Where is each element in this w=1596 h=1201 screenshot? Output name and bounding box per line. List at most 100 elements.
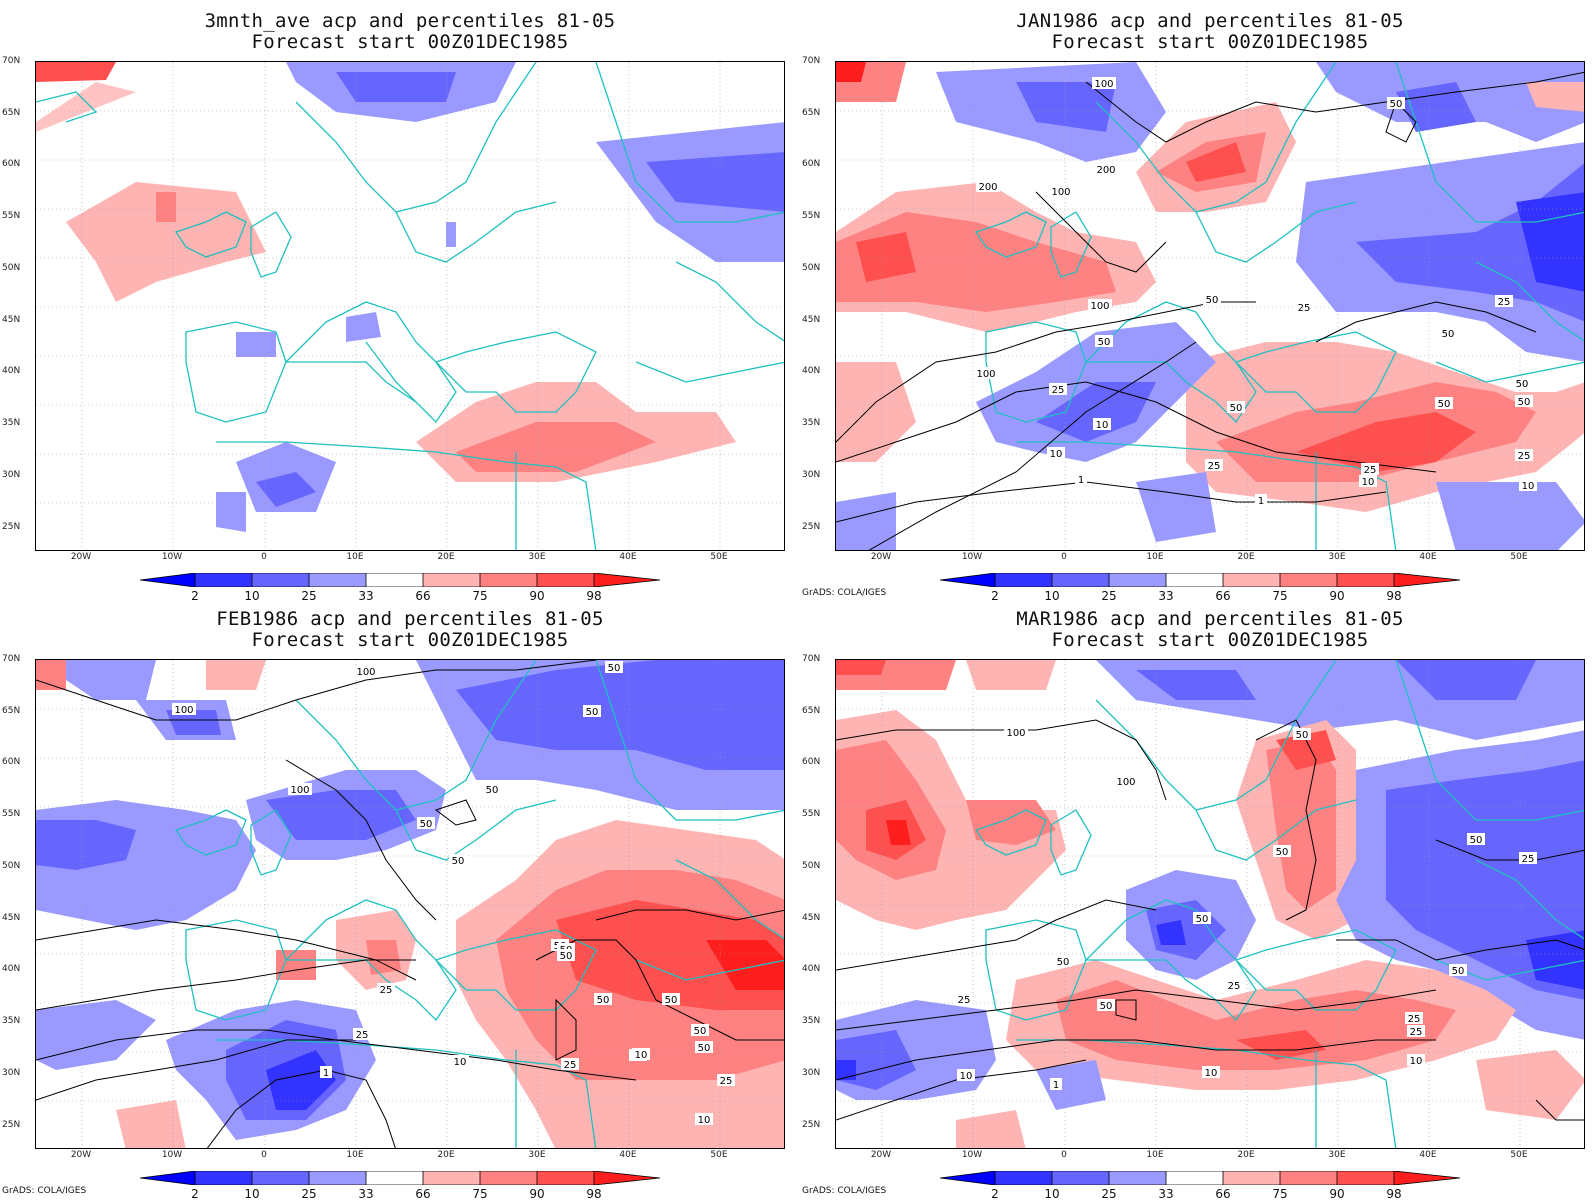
colorbar-label: 33 bbox=[358, 589, 374, 603]
svg-text:50: 50 bbox=[608, 663, 621, 674]
lon-label: 50E bbox=[710, 1150, 728, 1160]
contour-label: 50 bbox=[1435, 397, 1453, 410]
panel-subtitle: Forecast start 00Z01DEC1985 bbox=[251, 629, 569, 651]
svg-text:10: 10 bbox=[1050, 449, 1063, 460]
lon-label: 30E bbox=[1328, 1150, 1346, 1160]
lat-label: 60N bbox=[2, 159, 21, 169]
svg-text:10: 10 bbox=[698, 1115, 711, 1126]
contour-label: 50 bbox=[1097, 999, 1115, 1012]
colorbar-label: 90 bbox=[1329, 589, 1345, 603]
coastlines bbox=[974, 62, 1584, 550]
svg-text:25: 25 bbox=[1364, 465, 1377, 476]
lat-label: 40N bbox=[802, 366, 821, 376]
lat-label: 65N bbox=[802, 706, 821, 716]
contour-label: 50 bbox=[605, 661, 623, 674]
colorbar bbox=[940, 1171, 1460, 1185]
lon-label: 20E bbox=[437, 552, 455, 562]
svg-text:25: 25 bbox=[1228, 981, 1241, 992]
contour-label: 50 bbox=[483, 783, 501, 796]
contour-label: 10 bbox=[451, 1055, 469, 1068]
contour-label: 10 bbox=[1519, 479, 1537, 492]
contour-label: 25 bbox=[1049, 383, 1067, 396]
lon-label: 10E bbox=[346, 552, 364, 562]
contour-label: 200 bbox=[976, 180, 1000, 193]
contour-label: 25 bbox=[1515, 449, 1533, 462]
svg-text:25: 25 bbox=[1522, 854, 1535, 865]
contour-label: 25 bbox=[1225, 979, 1243, 992]
map-svg bbox=[36, 62, 784, 550]
lat-label: 35N bbox=[2, 418, 21, 428]
lat-label: 25N bbox=[802, 1120, 821, 1130]
map-svg: 1005020020010050100502550100502550251050… bbox=[836, 62, 1584, 550]
lon-label: 20W bbox=[870, 1150, 892, 1160]
contour-label: 100 bbox=[1114, 775, 1138, 788]
contour-label: 50 bbox=[594, 993, 612, 1006]
colorbar-label: 75 bbox=[1272, 589, 1288, 603]
contour-label: 50 bbox=[1227, 401, 1245, 414]
contour-label: 25 bbox=[377, 983, 395, 996]
panel-feb1986: FEB1986 acp and percentiles 81-05 Foreca… bbox=[0, 598, 796, 1201]
lon-label: 20E bbox=[437, 1150, 455, 1160]
colorbar-label: 98 bbox=[1386, 1187, 1402, 1201]
lat-label: 50N bbox=[2, 861, 21, 871]
colorbar-label: 66 bbox=[415, 1187, 431, 1201]
anomaly-shading bbox=[36, 62, 784, 532]
svg-text:50: 50 bbox=[1230, 403, 1243, 414]
lat-label: 30N bbox=[802, 470, 821, 480]
lon-label: 30E bbox=[1328, 552, 1346, 562]
colorbar-label: 25 bbox=[1101, 1187, 1117, 1201]
colorbar-label: 98 bbox=[586, 589, 602, 603]
svg-text:50: 50 bbox=[1296, 730, 1309, 741]
contour-label: 25 bbox=[353, 1028, 371, 1041]
svg-text:10: 10 bbox=[960, 1071, 973, 1082]
svg-text:50: 50 bbox=[1390, 99, 1403, 110]
contour-label: 50 bbox=[1449, 964, 1467, 977]
contour-label: 100 bbox=[1004, 726, 1028, 739]
colorbar-label: 90 bbox=[1329, 1187, 1345, 1201]
lat-label: 35N bbox=[802, 418, 821, 428]
svg-text:50: 50 bbox=[1196, 914, 1209, 925]
panel-title: FEB1986 acp and percentiles 81-05 bbox=[216, 608, 604, 630]
svg-text:50: 50 bbox=[597, 995, 610, 1006]
contour-label: 100 bbox=[288, 783, 312, 796]
svg-text:10: 10 bbox=[635, 1050, 648, 1061]
lon-label: 50E bbox=[710, 552, 728, 562]
contour-label: 10 bbox=[957, 1069, 975, 1082]
lon-label: 10W bbox=[961, 552, 983, 562]
svg-text:25: 25 bbox=[1408, 1014, 1421, 1025]
contour-label: 1 bbox=[1255, 494, 1267, 507]
lon-label: 0 bbox=[1061, 552, 1067, 562]
contour-label: 10 bbox=[1407, 1054, 1425, 1067]
contour-label: 50 bbox=[1273, 845, 1291, 858]
contour-label: 25 bbox=[1295, 301, 1313, 314]
contour-lines bbox=[836, 719, 1584, 1121]
map-svg: 100 50 100 50 50 25 50 50 50 25 50 25 1 25 10 25 10 10 bbox=[836, 660, 1584, 1148]
svg-text:50: 50 bbox=[665, 995, 678, 1006]
svg-text:25: 25 bbox=[958, 995, 971, 1006]
lon-label: 10E bbox=[1146, 552, 1164, 562]
contour-label: 50 bbox=[1193, 912, 1211, 925]
contour-label: 25 bbox=[717, 1074, 735, 1087]
lon-label: 0 bbox=[261, 1150, 267, 1160]
colorbar-label: 33 bbox=[358, 1187, 374, 1201]
lat-label: 70N bbox=[2, 654, 21, 664]
panel-subtitle: Forecast start 00Z01DEC1985 bbox=[1051, 629, 1369, 651]
svg-text:10: 10 bbox=[1410, 1056, 1423, 1067]
lat-label: 45N bbox=[802, 913, 821, 923]
lat-label: 50N bbox=[2, 263, 21, 273]
lon-label: 40E bbox=[1419, 1150, 1437, 1160]
panel-subtitle: Forecast start 00Z01DEC1985 bbox=[1051, 31, 1369, 53]
map-plot: 100 50 100 50 50 25 50 50 50 25 50 25 1 25 10 25 10 10 bbox=[835, 659, 1585, 1149]
svg-text:50: 50 bbox=[1452, 966, 1465, 977]
lon-label: 20E bbox=[1237, 552, 1255, 562]
svg-text:50: 50 bbox=[698, 1043, 711, 1054]
panel-mar1986: MAR1986 acp and percentiles 81-05 Foreca… bbox=[800, 598, 1596, 1201]
svg-text:10: 10 bbox=[1522, 481, 1535, 492]
lat-label: 40N bbox=[2, 366, 21, 376]
lat-label: 65N bbox=[2, 108, 21, 118]
contour-label: 50 bbox=[1467, 833, 1485, 846]
contour-label: 50 bbox=[1293, 728, 1311, 741]
lat-label: 25N bbox=[2, 522, 21, 532]
map-plot: 100 50 200 200 100 50 100 50 25 50 100 50 25 50 25 10 50… bbox=[835, 61, 1585, 551]
svg-text:50: 50 bbox=[1516, 379, 1529, 390]
